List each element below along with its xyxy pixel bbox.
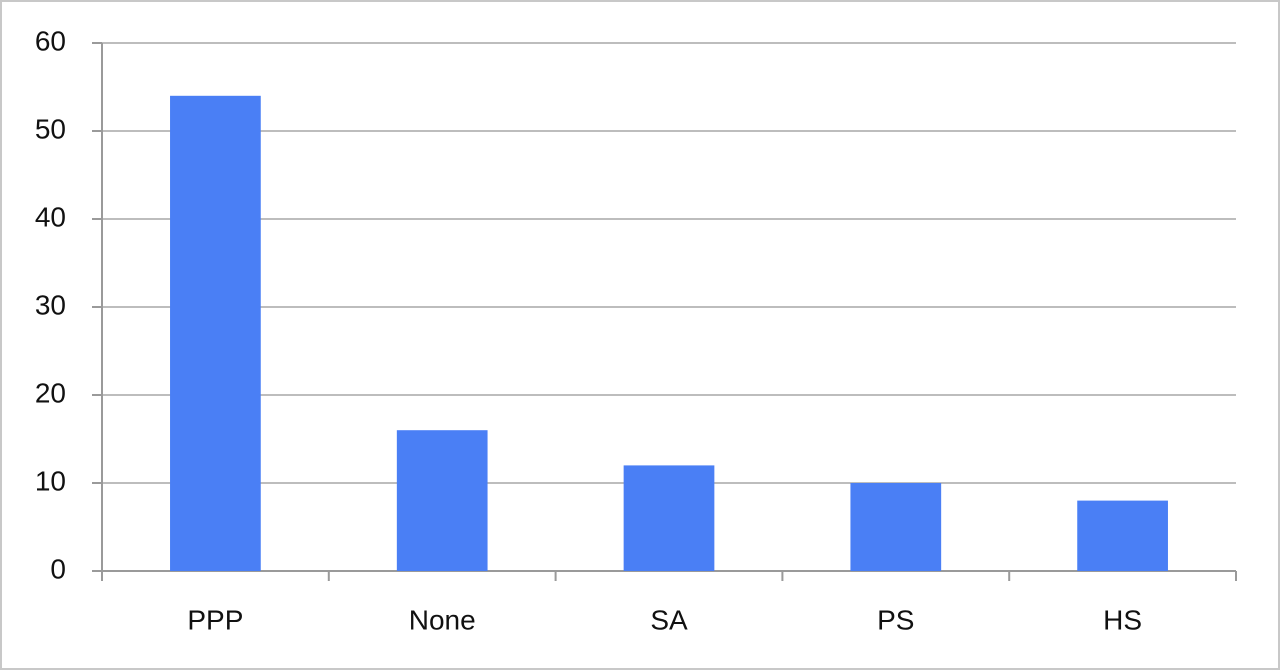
bar <box>850 483 942 571</box>
y-tick-label: 20 <box>35 377 66 408</box>
x-tick-label: None <box>409 604 476 635</box>
y-tick-label: 0 <box>50 553 66 584</box>
bar <box>1077 500 1168 571</box>
y-tick-label: 30 <box>35 289 66 320</box>
x-tick-label: PPP <box>187 604 243 635</box>
x-tick-label: PS <box>877 604 914 635</box>
y-tick-label: 60 <box>35 25 66 56</box>
x-tick-label: HS <box>1103 604 1142 635</box>
y-tick-label: 40 <box>35 201 66 232</box>
bar <box>623 465 715 571</box>
bar <box>170 95 261 572</box>
bar <box>396 430 488 571</box>
y-tick-label: 10 <box>35 465 66 496</box>
y-tick-label: 50 <box>35 113 66 144</box>
x-tick-label: SA <box>650 604 688 635</box>
